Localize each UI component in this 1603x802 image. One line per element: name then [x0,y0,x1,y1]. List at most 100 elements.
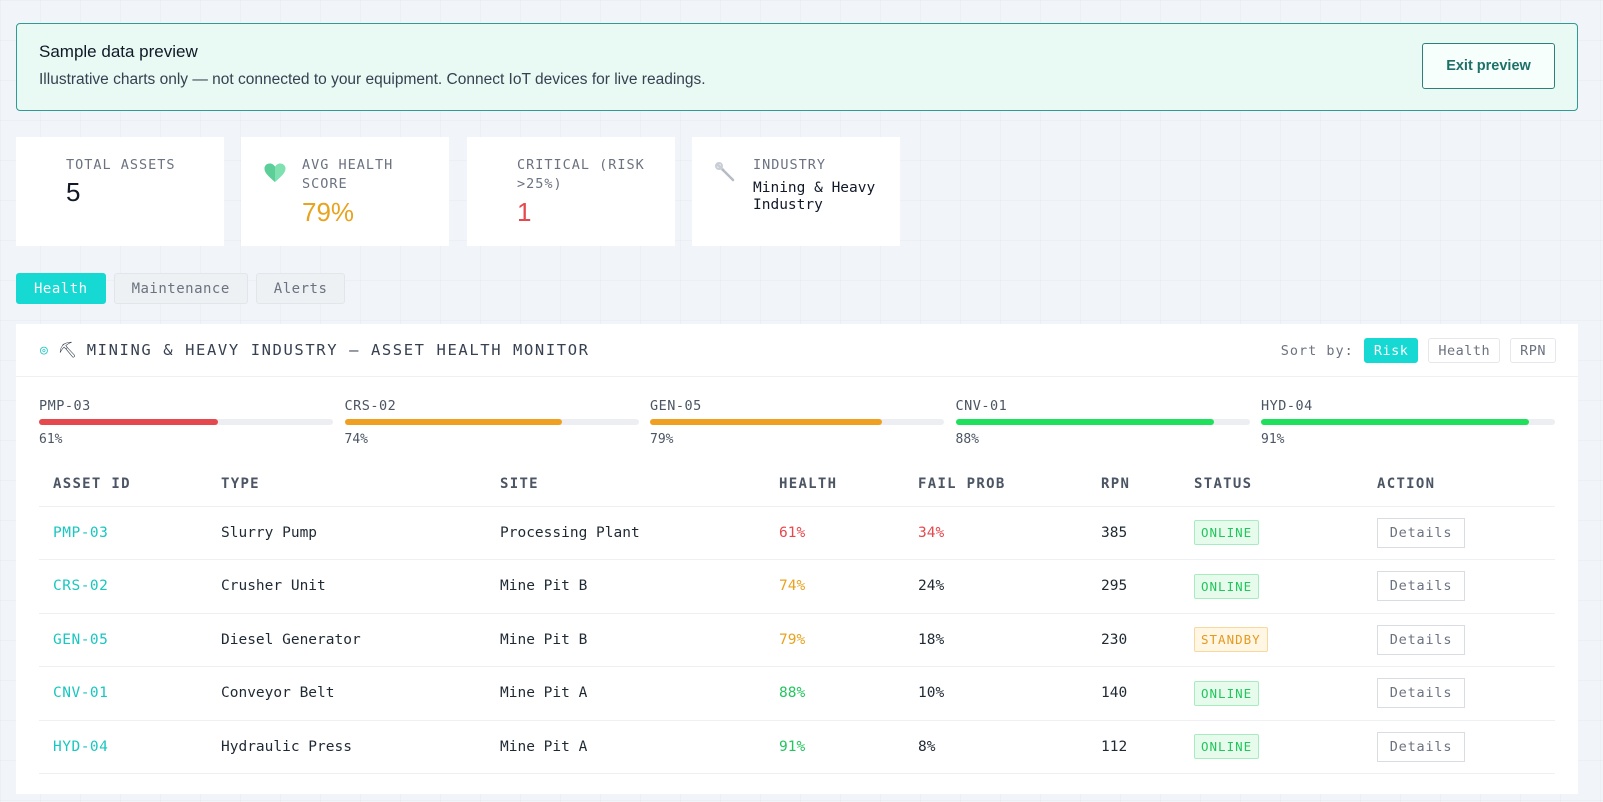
action-cell: Details [1363,559,1555,614]
status-cell: ONLINE [1180,506,1363,560]
asset-site: Mine Pit A [486,720,765,774]
asset-fail-prob: 34% [904,506,1087,560]
panel-title: ◎ ⛏ MINING & HEAVY INDUSTRY — ASSET HEAL… [40,341,590,359]
col-site: SITE [486,462,765,507]
table-header-row: ASSET ID TYPE SITE HEALTH FAIL PROB RPN … [39,462,1555,507]
asset-type: Crusher Unit [207,559,486,614]
preview-banner: Sample data preview Illustrative charts … [16,23,1578,111]
health-bar-item: CNV-01 88% [955,398,1250,447]
details-button[interactable]: Details [1377,517,1465,548]
status-cell: ONLINE [1180,559,1363,614]
health-bar-label: GEN-05 [650,398,702,414]
health-bar-percent: 79% [650,432,674,447]
health-bar-percent: 88% [955,432,979,447]
stat-value: 5 [66,177,81,207]
asset-type: Diesel Generator [207,613,486,667]
asset-fail-prob: 8% [904,720,1087,774]
status-dot-icon: ◎ [40,342,50,358]
stat-card-avg-health: AVG HEALTH SCORE 79% [241,137,449,246]
col-health: HEALTH [765,462,904,507]
health-bar-label: CRS-02 [344,398,397,414]
asset-site: Mine Pit B [486,613,765,667]
table-row: PMP-03 Slurry Pump Processing Plant 61% 34% 3… [39,506,1555,560]
action-cell: Details [1363,506,1555,560]
details-button[interactable]: Details [1377,624,1465,655]
col-fail-prob: FAIL PROB [904,462,1087,507]
asset-id-link[interactable]: GEN-05 [39,613,207,667]
asset-rpn: 230 [1087,613,1180,667]
asset-health: 91% [765,720,904,774]
heart-icon [264,163,286,182]
stat-value: Mining & Heavy Industry [753,180,876,213]
health-bar-label: PMP-03 [39,398,91,414]
asset-table: ASSET ID TYPE SITE HEALTH FAIL PROB RPN … [39,462,1555,774]
tab-health[interactable]: Health [16,273,106,304]
banner-description: Illustrative charts only — not connected… [39,71,706,88]
asset-rpn: 295 [1087,559,1180,614]
stat-value: 1 [517,197,532,227]
health-bar-item: CRS-02 74% [344,398,639,447]
table-row: CNV-01 Conveyor Belt Mine Pit A 88% 10% 140 ON… [39,666,1555,721]
health-bar-label: CNV-01 [955,398,1008,414]
asset-type: Conveyor Belt [207,666,486,721]
details-button[interactable]: Details [1377,731,1465,762]
asset-id-link[interactable]: PMP-03 [39,506,207,560]
stat-label: AVG HEALTH SCORE [302,157,394,192]
status-badge: ONLINE [1194,680,1260,706]
asset-id-link[interactable]: CNV-01 [39,666,207,721]
health-bar-fill [1261,419,1529,425]
health-bar-track [1261,419,1555,425]
health-bar-percent: 91% [1261,432,1285,447]
asset-site: Processing Plant [486,506,765,560]
health-bar-fill [955,419,1215,425]
health-bar-item: GEN-05 79% [650,398,944,447]
pickaxe-icon: ⛏ [57,341,79,359]
status-badge: STANDBY [1194,627,1268,653]
panel-header: ◎ ⛏ MINING & HEAVY INDUSTRY — ASSET HEAL… [16,324,1578,377]
table-row: HYD-04 Hydraulic Press Mine Pit A 91% 8% 112 O… [39,720,1555,774]
health-bar-fill [344,419,563,425]
asset-id-link[interactable]: CRS-02 [39,559,207,614]
asset-rpn: 385 [1087,506,1180,560]
asset-type: Hydraulic Press [207,720,486,774]
asset-fail-prob: 10% [904,666,1087,721]
asset-health: 61% [765,506,904,560]
status-badge: ONLINE [1194,520,1260,546]
panel-title-text: MINING & HEAVY INDUSTRY — ASSET HEALTH M… [86,341,590,359]
banner-title: Sample data preview [39,42,198,61]
status-badge: ONLINE [1194,734,1260,760]
health-bar-item: PMP-03 61% [39,398,333,447]
asset-health: 79% [765,613,904,667]
details-button[interactable]: Details [1377,678,1465,709]
table-row: CRS-02 Crusher Unit Mine Pit B 74% 24% 295 ONL… [39,559,1555,614]
health-bars: PMP-03 61% CRS-02 74% GEN-05 79% CNV-01 88% HYD-… [39,398,1555,448]
tab-alerts[interactable]: Alerts [255,273,346,304]
asset-health-panel: ◎ ⛏ MINING & HEAVY INDUSTRY — ASSET HEAL… [16,324,1578,794]
health-bar-label: HYD-04 [1261,398,1313,414]
action-cell: Details [1363,666,1555,721]
action-cell: Details [1363,613,1555,667]
stat-card-industry: INDUSTRY Mining & Heavy Industry [692,137,900,246]
health-bar-fill [39,419,219,425]
health-bar-track [39,419,333,425]
asset-site: Mine Pit B [486,559,765,614]
status-cell: STANDBY [1180,613,1363,667]
sort-rpn-button[interactable]: RPN [1510,338,1556,363]
asset-id-link[interactable]: HYD-04 [39,720,207,774]
details-button[interactable]: Details [1377,571,1465,602]
col-rpn: RPN [1087,462,1180,507]
tab-maintenance[interactable]: Maintenance [113,273,248,304]
stat-card-critical: CRITICAL (RISK >25%) 1 [467,137,675,246]
asset-site: Mine Pit A [486,666,765,721]
sort-risk-button[interactable]: Risk [1363,338,1419,363]
sort-health-button[interactable]: Health [1428,338,1501,363]
exit-preview-button[interactable]: Exit preview [1422,43,1555,89]
asset-health: 88% [765,666,904,721]
stat-label: CRITICAL (RISK >25%) [517,157,645,192]
status-cell: ONLINE [1180,666,1363,721]
status-badge: ONLINE [1194,573,1260,599]
health-bar-item: HYD-04 91% [1261,398,1555,447]
health-bar-track [650,419,944,425]
asset-type: Slurry Pump [207,506,486,560]
col-asset-id: ASSET ID [39,462,207,507]
